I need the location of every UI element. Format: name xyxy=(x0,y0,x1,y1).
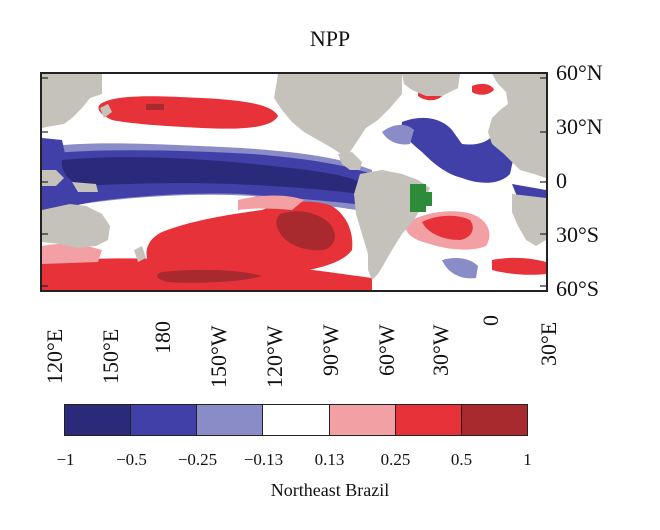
anomaly-north-atlantic-red-2 xyxy=(472,83,494,95)
colorbar-swatch-4 xyxy=(329,405,396,435)
map-svg xyxy=(42,74,546,290)
lon-label-60w: 60°W xyxy=(374,324,399,376)
lon-label-150w: 150°W xyxy=(206,325,231,388)
colorbar-tick-label: 0.25 xyxy=(380,450,411,469)
colorbar-tick-label: 1 xyxy=(523,450,532,469)
anomaly-southern-ocean-dark xyxy=(157,269,262,283)
anomaly-south-atlantic-blue xyxy=(442,258,478,279)
land-new-zealand xyxy=(134,246,146,262)
northeast-brazil-region-notch xyxy=(426,192,432,206)
anomaly-north-pacific-dark xyxy=(146,104,164,110)
lat-label-60s: 60°S xyxy=(556,276,600,301)
land-central-america xyxy=(338,152,362,170)
anomaly-south-atlantic-red-east xyxy=(492,257,546,275)
lon-label-180: 180 xyxy=(150,321,175,354)
colorbar-tick-label: −1 xyxy=(56,450,75,469)
colorbar-swatch-6 xyxy=(461,405,527,435)
anomaly-north-pacific-red xyxy=(98,96,278,129)
colorbar-tick-label: −0.13 xyxy=(243,450,284,469)
northeast-brazil-region xyxy=(410,184,426,212)
tick-marks xyxy=(42,77,546,287)
lat-label-30n: 30°N xyxy=(556,114,603,139)
lat-label-60n: 60°N xyxy=(556,60,603,85)
lon-label-90w: 90°W xyxy=(318,324,343,376)
colorbar-tick-label: 0.5 xyxy=(450,450,473,469)
colorbar-tick-label: −0.5 xyxy=(116,450,147,469)
figure-title: NPP xyxy=(309,26,351,51)
lon-label-120w: 120°W xyxy=(262,325,287,388)
colorbar-tick-label: −0.25 xyxy=(177,450,218,469)
lon-label-30e: 30°E xyxy=(536,321,561,366)
correlation-map xyxy=(40,72,548,292)
anomaly-north-atlantic-pale xyxy=(382,124,414,145)
lon-label-30w: 30°W xyxy=(428,324,453,376)
anomaly-south-pacific-dark xyxy=(276,211,335,251)
colorbar-swatch-5 xyxy=(395,405,462,435)
anomaly-west-pacific-blue xyxy=(42,138,66,164)
land-southern-africa xyxy=(512,194,546,246)
lat-label-30s: 30°S xyxy=(556,222,600,247)
anomaly-north-atlantic-blue xyxy=(401,114,518,183)
anomaly-equatorial-pacific-dark xyxy=(61,157,361,194)
anomaly-south-atlantic-red xyxy=(422,215,473,240)
lat-label-equator: 0 xyxy=(556,168,567,193)
anomaly-southern-ocean-pink xyxy=(42,243,102,264)
land-europe-africa xyxy=(488,74,546,178)
land-new-guinea xyxy=(72,182,98,192)
lon-label-150e: 150°E xyxy=(98,328,123,384)
land-asia xyxy=(42,74,102,128)
colorbar-swatch-0 xyxy=(65,405,132,435)
land-greenland xyxy=(402,74,460,96)
colorbar-swatch-3 xyxy=(263,405,330,435)
land-north-america xyxy=(274,74,402,156)
anomaly-south-pacific-pink xyxy=(238,195,304,210)
colorbar xyxy=(64,404,528,436)
colorbar-tick-label: 0.13 xyxy=(314,450,345,469)
land-japan xyxy=(100,104,112,118)
colorbar-swatch-2 xyxy=(197,405,264,435)
colorbar-swatch-1 xyxy=(131,405,198,435)
lon-label-120e: 120°E xyxy=(42,328,67,384)
land-australia xyxy=(42,204,110,248)
region-subtitle: Northeast Brazil xyxy=(270,480,390,500)
lon-label-0: 0 xyxy=(478,315,503,326)
